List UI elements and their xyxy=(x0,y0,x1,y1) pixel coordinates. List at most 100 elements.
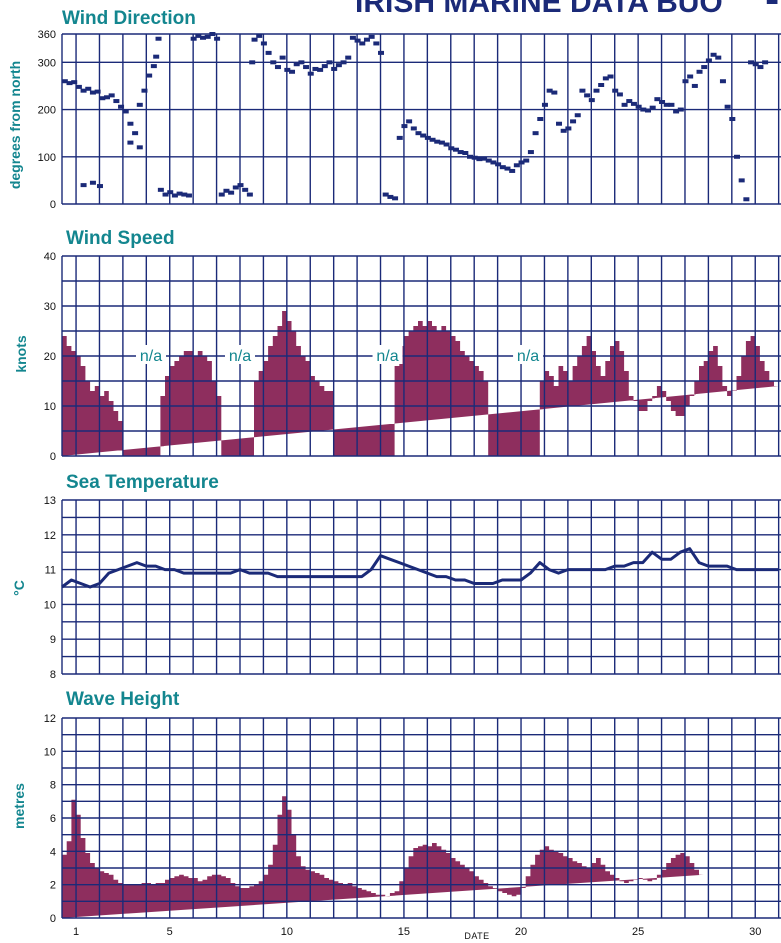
y-tick-label: 40 xyxy=(44,251,56,263)
x-axis-title: DATE xyxy=(464,931,489,941)
data-point xyxy=(232,185,239,190)
y-tick-label: 4 xyxy=(50,846,56,858)
data-point xyxy=(289,69,296,74)
data-point xyxy=(640,107,647,112)
data-point xyxy=(701,65,708,70)
data-point xyxy=(228,190,235,195)
data-point xyxy=(645,108,652,113)
data-point xyxy=(359,41,366,46)
data-point xyxy=(157,187,164,192)
data-point xyxy=(326,60,333,65)
y-tick-label: 0 xyxy=(50,451,56,463)
banner-title: IRISH MARINE DATA BUO xyxy=(355,0,723,19)
data-point xyxy=(321,64,328,69)
data-point xyxy=(673,109,680,114)
data-point xyxy=(719,79,726,84)
y-tick-label: 10 xyxy=(44,599,56,611)
data-point xyxy=(415,131,422,136)
y-tick-label: 10 xyxy=(44,401,56,413)
data-point xyxy=(630,101,637,106)
data-point xyxy=(94,89,101,94)
data-point xyxy=(649,105,656,110)
data-point xyxy=(331,66,338,71)
data-point xyxy=(118,104,125,109)
x-tick-label: 15 xyxy=(398,926,410,938)
data-point xyxy=(438,140,445,145)
data-point xyxy=(616,92,623,97)
na-background xyxy=(372,345,403,364)
na-background xyxy=(513,345,544,364)
data-point xyxy=(452,147,459,152)
data-point xyxy=(246,192,253,197)
x-tick-label: 1 xyxy=(73,926,79,938)
wave-height-title: Wave Height xyxy=(66,689,180,710)
gridlines xyxy=(61,255,781,457)
data-point xyxy=(80,88,87,93)
data-point xyxy=(85,86,92,91)
data-point xyxy=(420,133,427,138)
data-point xyxy=(504,166,511,171)
data-point xyxy=(565,126,572,131)
data-point xyxy=(541,102,548,107)
data-point xyxy=(757,65,764,70)
series-area xyxy=(62,311,779,456)
data-point xyxy=(256,33,263,38)
data-point xyxy=(251,37,258,42)
data-point xyxy=(382,192,389,197)
y-tick-label: 200 xyxy=(38,105,56,117)
data-point xyxy=(598,83,605,87)
data-point xyxy=(270,60,277,65)
sea-temperature-panel: 8 9 10 11 12 13 xyxy=(44,495,781,681)
data-point xyxy=(214,36,221,41)
data-point xyxy=(691,83,698,88)
data-point xyxy=(146,73,153,78)
na-background xyxy=(135,345,166,364)
data-point xyxy=(279,55,286,60)
data-point xyxy=(223,188,230,193)
x-tick-label: 20 xyxy=(515,926,527,938)
data-point xyxy=(443,142,450,147)
data-point xyxy=(654,97,661,102)
data-point xyxy=(710,52,717,57)
series-points xyxy=(61,0,778,202)
y-tick-label: 100 xyxy=(38,152,56,164)
data-point xyxy=(75,84,82,89)
data-point xyxy=(127,140,134,145)
data-point xyxy=(738,178,745,183)
data-point xyxy=(317,67,324,72)
data-point xyxy=(293,62,300,67)
data-point xyxy=(242,187,249,192)
data-point xyxy=(509,168,516,173)
data-point xyxy=(729,117,736,121)
data-point xyxy=(752,62,759,67)
data-point xyxy=(537,117,544,121)
data-point xyxy=(195,33,202,38)
data-point xyxy=(748,60,755,65)
data-point xyxy=(237,183,244,188)
y-tick-label: 20 xyxy=(44,351,56,363)
data-point xyxy=(298,60,305,65)
data-point xyxy=(122,109,129,114)
data-point xyxy=(387,194,394,199)
y-tick-label: 10 xyxy=(44,746,56,758)
wave-height-ylabel: metres xyxy=(11,783,27,829)
data-point xyxy=(527,150,534,155)
y-tick-label: 11 xyxy=(45,565,56,577)
data-point xyxy=(274,65,281,70)
data-point xyxy=(260,41,267,46)
data-point xyxy=(155,36,162,41)
data-point xyxy=(153,54,160,59)
data-point xyxy=(89,180,96,185)
data-point xyxy=(185,193,192,198)
data-point xyxy=(127,121,134,126)
data-point xyxy=(551,90,558,95)
data-point xyxy=(200,35,207,40)
data-point xyxy=(354,38,361,43)
data-point xyxy=(490,160,497,165)
data-point xyxy=(462,151,469,155)
series-area xyxy=(62,796,704,918)
na-background xyxy=(224,345,255,364)
y-tick-label: 300 xyxy=(38,57,56,69)
